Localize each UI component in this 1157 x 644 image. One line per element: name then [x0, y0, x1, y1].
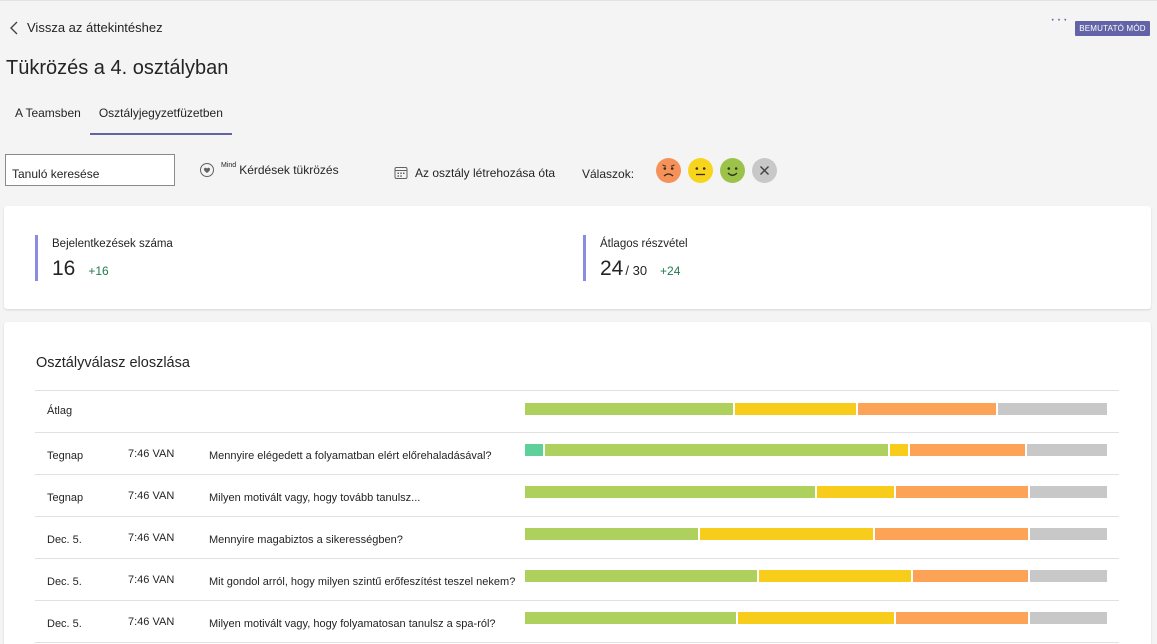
response-bar — [525, 486, 1109, 498]
row-date: Tegnap — [47, 492, 84, 504]
neutral-face-filter[interactable] — [688, 158, 713, 183]
bar-segment-bad — [913, 570, 1029, 582]
happy-face-filter[interactable] — [720, 158, 745, 183]
row-time: 7:46 VAN — [128, 490, 175, 502]
bar-segment-good — [525, 403, 734, 415]
question-filter-scope: Mind — [221, 161, 237, 169]
divider — [35, 390, 1119, 391]
bar-segment-ok — [735, 403, 856, 415]
table-row[interactable]: Tegnap 7:46 VAN Milyen motivált vagy, ho… — [35, 475, 1119, 517]
bar-segment-bad — [895, 612, 1029, 624]
response-bar — [525, 444, 1109, 456]
participation-delta: +24 — [660, 264, 681, 278]
row-time: 7:46 VAN — [128, 448, 175, 460]
bar-segment-ok — [817, 486, 894, 498]
question-filter-label: Kérdések tükrözés — [239, 163, 339, 177]
average-row: Átlag — [35, 391, 1119, 433]
row-question: Milyen motivált vagy, hogy folyamatosan … — [209, 618, 496, 630]
back-link[interactable]: Vissza az áttekintéshez — [9, 20, 163, 35]
calendar-icon — [394, 167, 408, 179]
row-question: Mit gondol arról, hogy milyen szintű erő… — [209, 576, 516, 588]
tab-class-notebook[interactable]: Osztályjegyzetfüzetben — [89, 106, 232, 135]
response-bar — [525, 570, 1109, 582]
bar-segment-good — [525, 486, 815, 498]
row-date: Dec. 5. — [47, 534, 82, 546]
bar-segment-none — [1027, 444, 1107, 456]
participation-total: / 30 — [625, 263, 648, 278]
row-question: Mennyire elégedett a folyamatban elért e… — [209, 450, 492, 462]
bar-segment-bad — [857, 403, 997, 415]
bar-segment-ok — [758, 570, 912, 582]
top-bar: Vissza az áttekintéshez ··· BEMUTATÓ MÓD — [0, 0, 1157, 56]
happy-face-icon — [720, 158, 745, 183]
response-bar — [525, 528, 1109, 540]
bar-segment-ok — [738, 612, 894, 624]
logins-label: Bejelentkezések száma — [52, 238, 173, 250]
bar-segment-good — [525, 528, 699, 540]
bar-segment-none — [998, 403, 1107, 415]
participation-value: 24 — [600, 257, 624, 280]
distribution-card: Osztályválasz eloszlása Átlag Tegnap 7:4… — [4, 322, 1151, 644]
row-date: Tegnap — [47, 450, 84, 462]
response-bar — [525, 403, 1109, 415]
bar-segment-bad — [910, 444, 1026, 456]
logins-delta: +16 — [88, 264, 109, 278]
row-date: Dec. 5. — [47, 576, 82, 588]
student-search-input[interactable] — [5, 154, 175, 186]
table-row[interactable]: Dec. 5. 7:46 VAN Mennyire magabiztos a s… — [35, 517, 1119, 559]
stats-card: Bejelentkezések száma 16 +16 Átlagos rés… — [4, 206, 1151, 309]
bar-segment-none — [1030, 570, 1107, 582]
bar-segment-great — [525, 444, 544, 456]
bar-segment-ok — [700, 528, 874, 540]
bar-segment-none — [1030, 486, 1107, 498]
date-range-label: Az osztály létrehozása óta — [415, 166, 556, 180]
clear-filter-icon — [752, 158, 777, 183]
answers-filter-label: Válaszok: — [582, 167, 635, 181]
tab-bar: A Teamsben Osztályjegyzetfüzetben — [6, 106, 232, 135]
filter-toolbar: Mind Kérdések tükrözés Az osztály létreh… — [5, 154, 1155, 186]
back-link-label: Vissza az áttekintéshez — [27, 20, 163, 35]
row-date: Dec. 5. — [47, 618, 82, 630]
bar-segment-good — [545, 444, 888, 456]
bar-segment-good — [525, 612, 737, 624]
table-row[interactable]: Tegnap 7:46 VAN Mennyire elégedett a fol… — [35, 433, 1119, 475]
clear-filter-button[interactable] — [752, 158, 777, 183]
table-row[interactable]: Dec. 5. 7:46 VAN Milyen motivált vagy, h… — [35, 601, 1119, 643]
sad-face-icon — [656, 158, 681, 183]
chevron-left-icon — [10, 21, 18, 34]
date-range-filter[interactable]: Az osztály létrehozása óta — [393, 165, 555, 181]
row-time: 7:46 VAN — [128, 532, 175, 544]
row-question: Milyen motivált vagy, hogy tovább tanuls… — [209, 492, 421, 504]
neutral-face-icon — [688, 158, 713, 183]
sad-face-filter[interactable] — [656, 158, 681, 183]
participation-stat: Átlagos részvétel 24 / 30 +24 — [583, 235, 688, 281]
distribution-title: Osztályválasz eloszlása — [36, 355, 190, 371]
bar-segment-ok — [890, 444, 909, 456]
logins-value: 16 — [52, 257, 76, 280]
participation-label: Átlagos részvétel — [600, 238, 688, 250]
page-title: Tükrözés a 4. osztályban — [6, 57, 229, 79]
demo-mode-badge: BEMUTATÓ MÓD — [1075, 21, 1150, 36]
heart-check-icon — [200, 163, 214, 177]
response-bar — [525, 612, 1109, 624]
table-row[interactable]: Dec. 5. 7:46 VAN Mit gondol arról, hogy … — [35, 559, 1119, 601]
logins-stat: Bejelentkezések száma 16 +16 — [35, 235, 173, 281]
tab-teams[interactable]: A Teamsben — [15, 106, 81, 120]
bar-segment-bad — [875, 528, 1029, 540]
bar-segment-bad — [895, 486, 1029, 498]
row-time: 7:46 VAN — [128, 574, 175, 586]
row-time: 7:46 VAN — [128, 616, 175, 628]
row-question: Mennyire magabiztos a sikerességben? — [209, 534, 403, 546]
bar-segment-good — [525, 570, 757, 582]
question-filter-dropdown[interactable]: Mind Kérdések tükrözés — [199, 162, 339, 178]
bar-segment-none — [1030, 528, 1107, 540]
more-options-button[interactable]: ··· — [1050, 11, 1069, 28]
average-label: Átlag — [47, 405, 73, 417]
bar-segment-none — [1030, 612, 1107, 624]
